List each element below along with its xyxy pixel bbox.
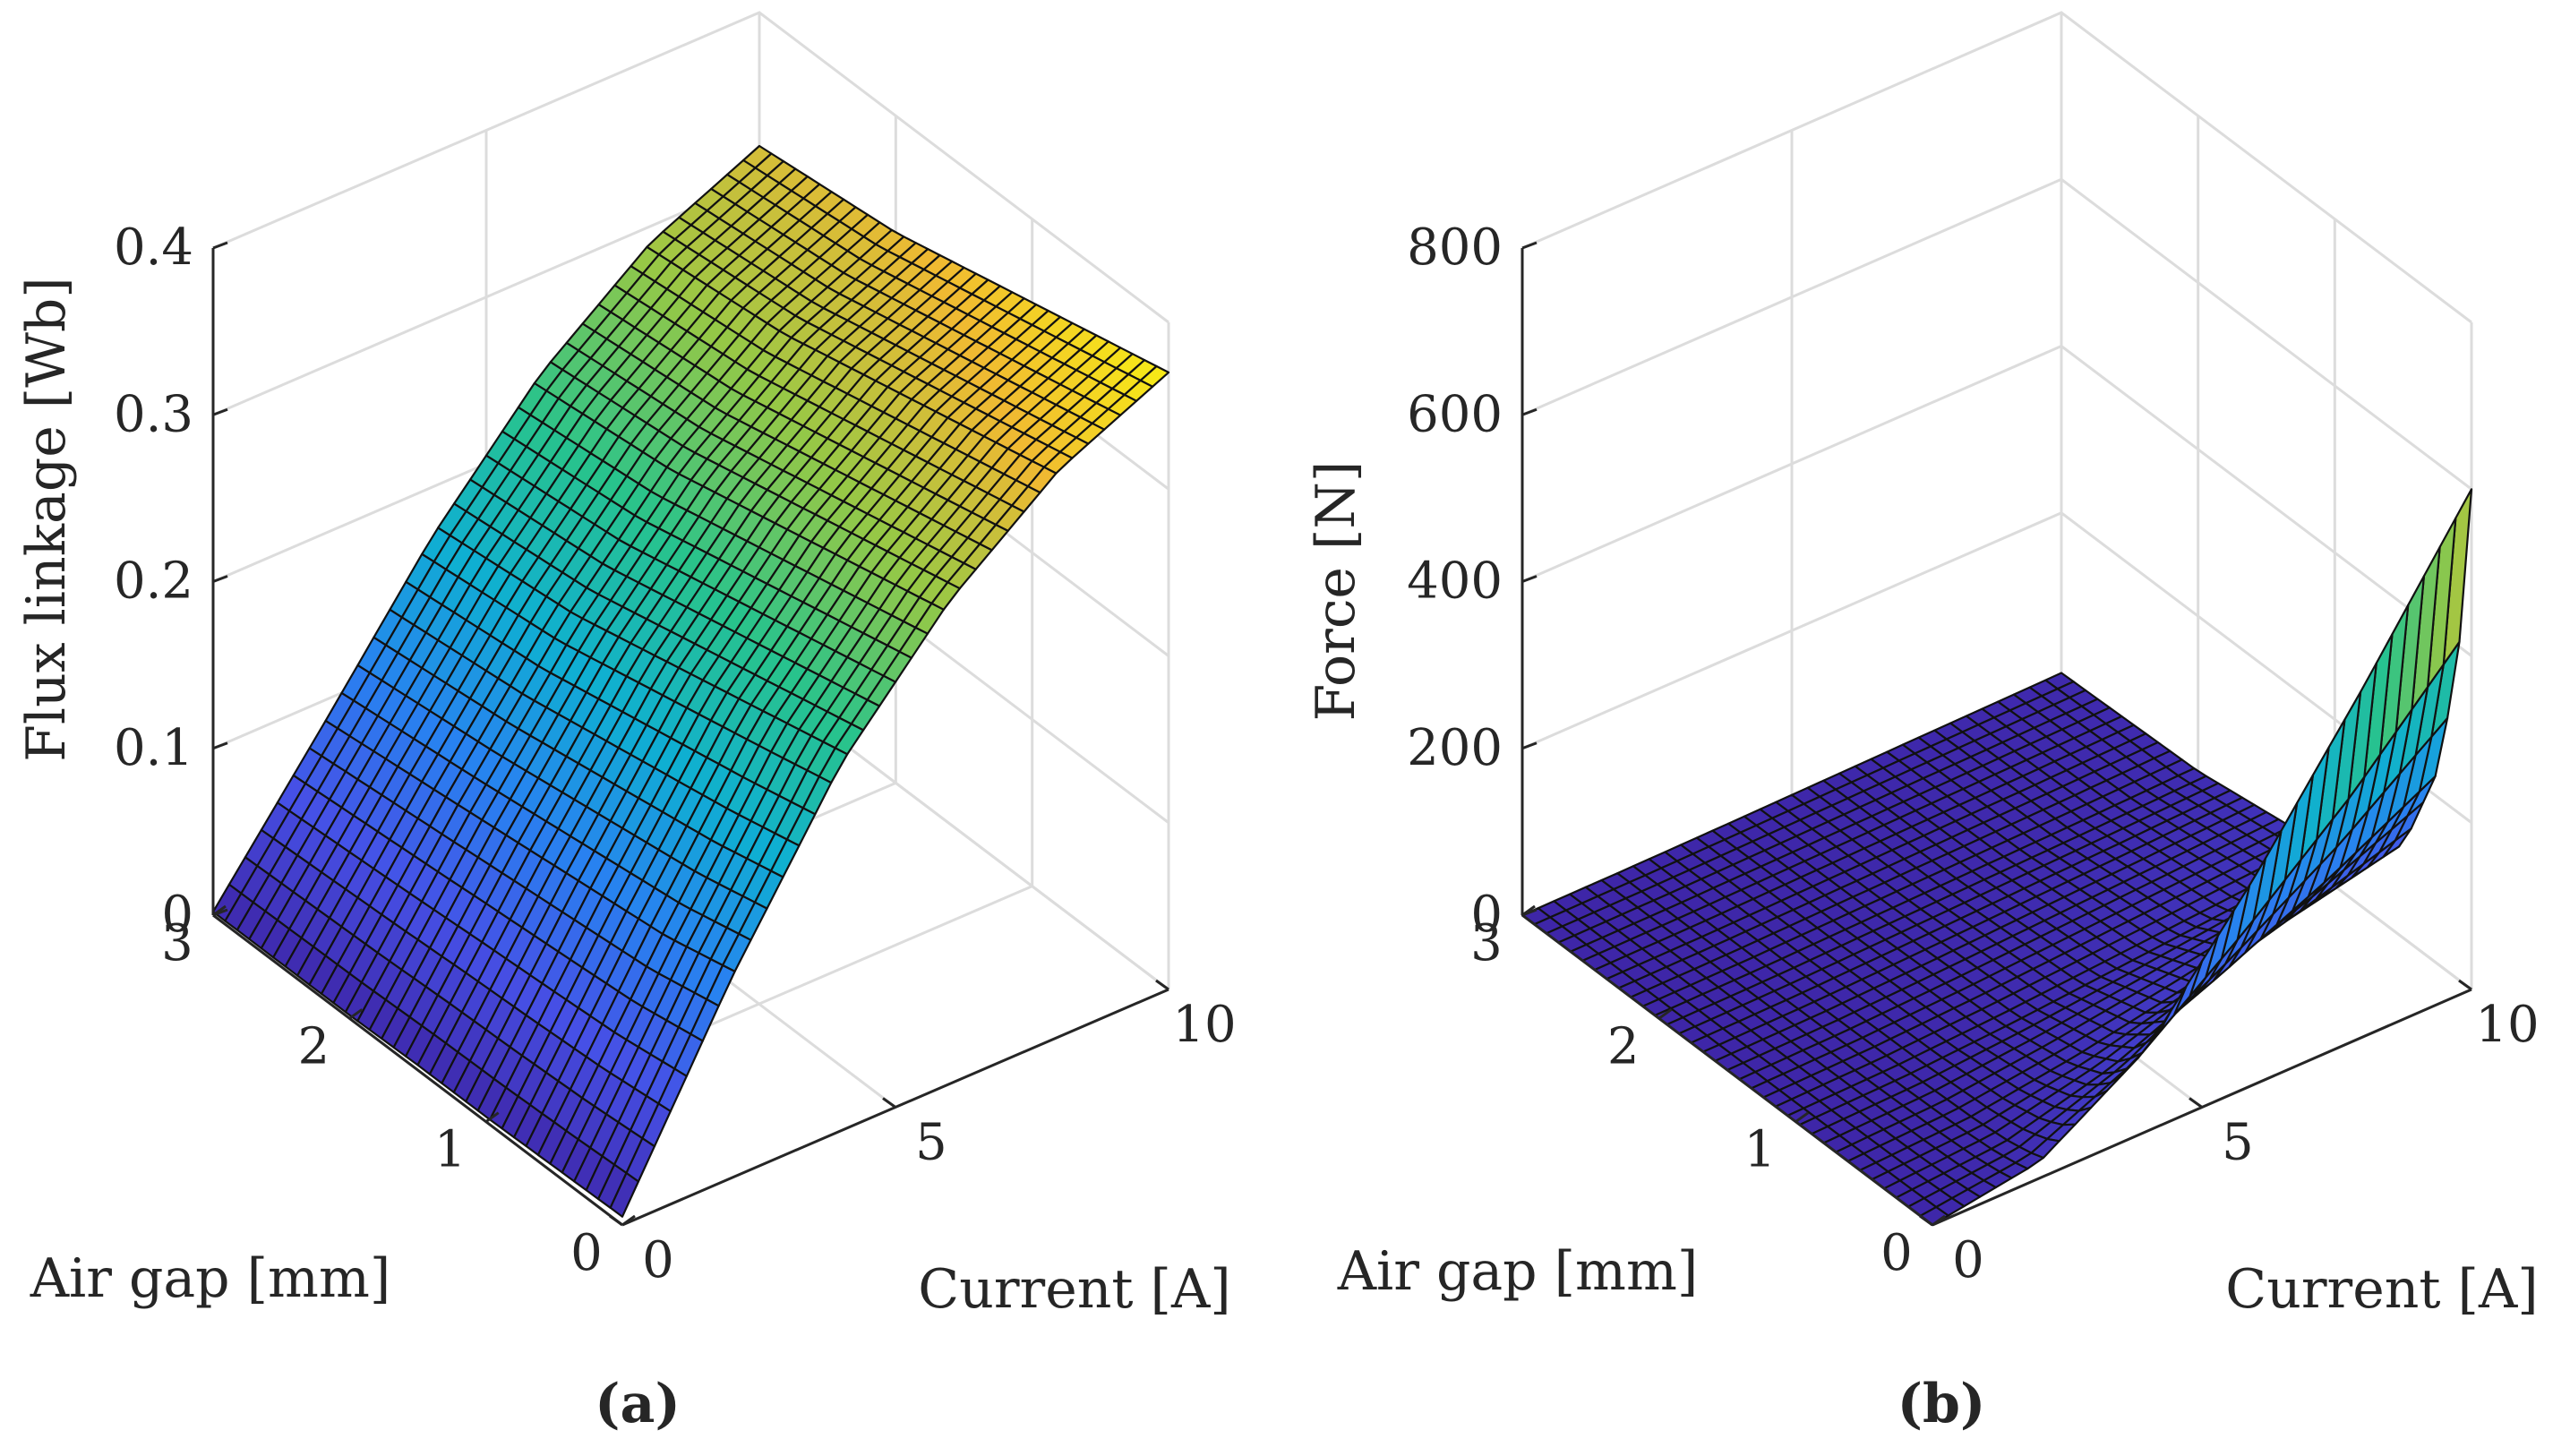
b-z-tick-label: 200 xyxy=(1407,719,1503,777)
a-z-tick-label: 0 xyxy=(161,886,193,944)
b-z-tick-mark xyxy=(1521,741,1538,750)
a-y-tick-mark xyxy=(882,1097,896,1109)
a-y-tick-label: 5 xyxy=(915,1114,947,1172)
b-x-axis-line xyxy=(1521,913,1933,1227)
a-y-tick-label: 0 xyxy=(642,1231,674,1289)
a-y-tick-label: 10 xyxy=(1172,996,1236,1054)
b-z-tick-mark xyxy=(1521,575,1538,583)
a-z-tick-label: 0.2 xyxy=(114,552,193,611)
b-x-tick-mark xyxy=(1932,1214,1946,1227)
a-z-tick-label: 0.1 xyxy=(114,719,193,777)
panel-a-z-axis-label: Flux linkage [Wb] xyxy=(15,277,78,761)
a-x-tick-label: 3 xyxy=(161,914,193,972)
b-x-tick-label: 3 xyxy=(1470,914,1503,972)
b-x-tick-label: 0 xyxy=(1880,1224,1913,1282)
a-x-tick-mark xyxy=(348,1008,364,1020)
b-y-tick-label: 0 xyxy=(1952,1231,1984,1289)
a-z-tick-label: 0.3 xyxy=(114,385,193,443)
b-z-gridline xyxy=(1521,344,2472,657)
panel-b-y-axis-label: Current [A] xyxy=(2225,1258,2538,1321)
a-z-tick-mark xyxy=(212,741,228,750)
b-z-gridline xyxy=(1521,11,2472,324)
a-x-axis-line xyxy=(212,913,623,1227)
a-y-tick-mark xyxy=(609,1214,623,1227)
b-x-tick-label: 1 xyxy=(1744,1121,1777,1179)
b-z-tick-label: 400 xyxy=(1407,552,1503,611)
b-y-tick-mark xyxy=(2458,979,2472,991)
b-z-tick-label: 800 xyxy=(1407,218,1503,277)
a-x-tick-label: 0 xyxy=(570,1224,603,1282)
panel-b-x-axis-label: Air gap [mm] xyxy=(1337,1240,1699,1303)
panel-b-caption: (b) xyxy=(1898,1373,1986,1435)
a-y-tick-mark xyxy=(1155,979,1169,991)
panel-b-axes xyxy=(1521,241,2472,1227)
a-x-tick-label: 1 xyxy=(434,1121,467,1179)
panel-a-caption: (a) xyxy=(595,1373,681,1435)
b-y-tick-mark xyxy=(2189,1097,2203,1109)
panel-a-axes xyxy=(211,241,1169,1227)
panel-a-y-axis-label: Current [A] xyxy=(918,1258,1230,1321)
b-y-tick-label: 10 xyxy=(2475,996,2539,1054)
b-z-tick-mark xyxy=(1521,241,1538,250)
a-x-tick-mark xyxy=(212,904,227,917)
a-x-tick-mark xyxy=(484,1111,500,1123)
panel-b-z-axis-label: Force [N] xyxy=(1305,461,1367,722)
b-z-tick-mark xyxy=(1521,407,1538,416)
b-y-tick-mark xyxy=(1919,1214,1933,1227)
b-x-tick-mark xyxy=(1658,1008,1673,1020)
b-x-tick-mark xyxy=(1795,1111,1810,1123)
b-y-tick-label: 5 xyxy=(2222,1114,2254,1172)
panel-a-x-axis-label: Air gap [mm] xyxy=(30,1247,391,1310)
a-x-tick-label: 2 xyxy=(298,1017,330,1075)
a-z-tick-mark xyxy=(212,241,228,250)
panel-b-surface xyxy=(1521,488,2473,1227)
b-z-gridline xyxy=(1521,177,2472,491)
b-z-tick-label: 0 xyxy=(1470,886,1503,944)
a-z-tick-mark xyxy=(212,575,228,583)
a-z-tick-mark xyxy=(212,407,228,416)
a-z-tick-label: 0.4 xyxy=(114,218,193,277)
panel-a-surface xyxy=(211,144,1170,1218)
a-surface-patch xyxy=(609,1171,640,1218)
b-x-tick-label: 2 xyxy=(1607,1017,1640,1075)
a-x-tick-mark xyxy=(621,1214,636,1227)
b-x-tick-mark xyxy=(1521,904,1536,917)
b-z-tick-label: 600 xyxy=(1407,385,1503,443)
